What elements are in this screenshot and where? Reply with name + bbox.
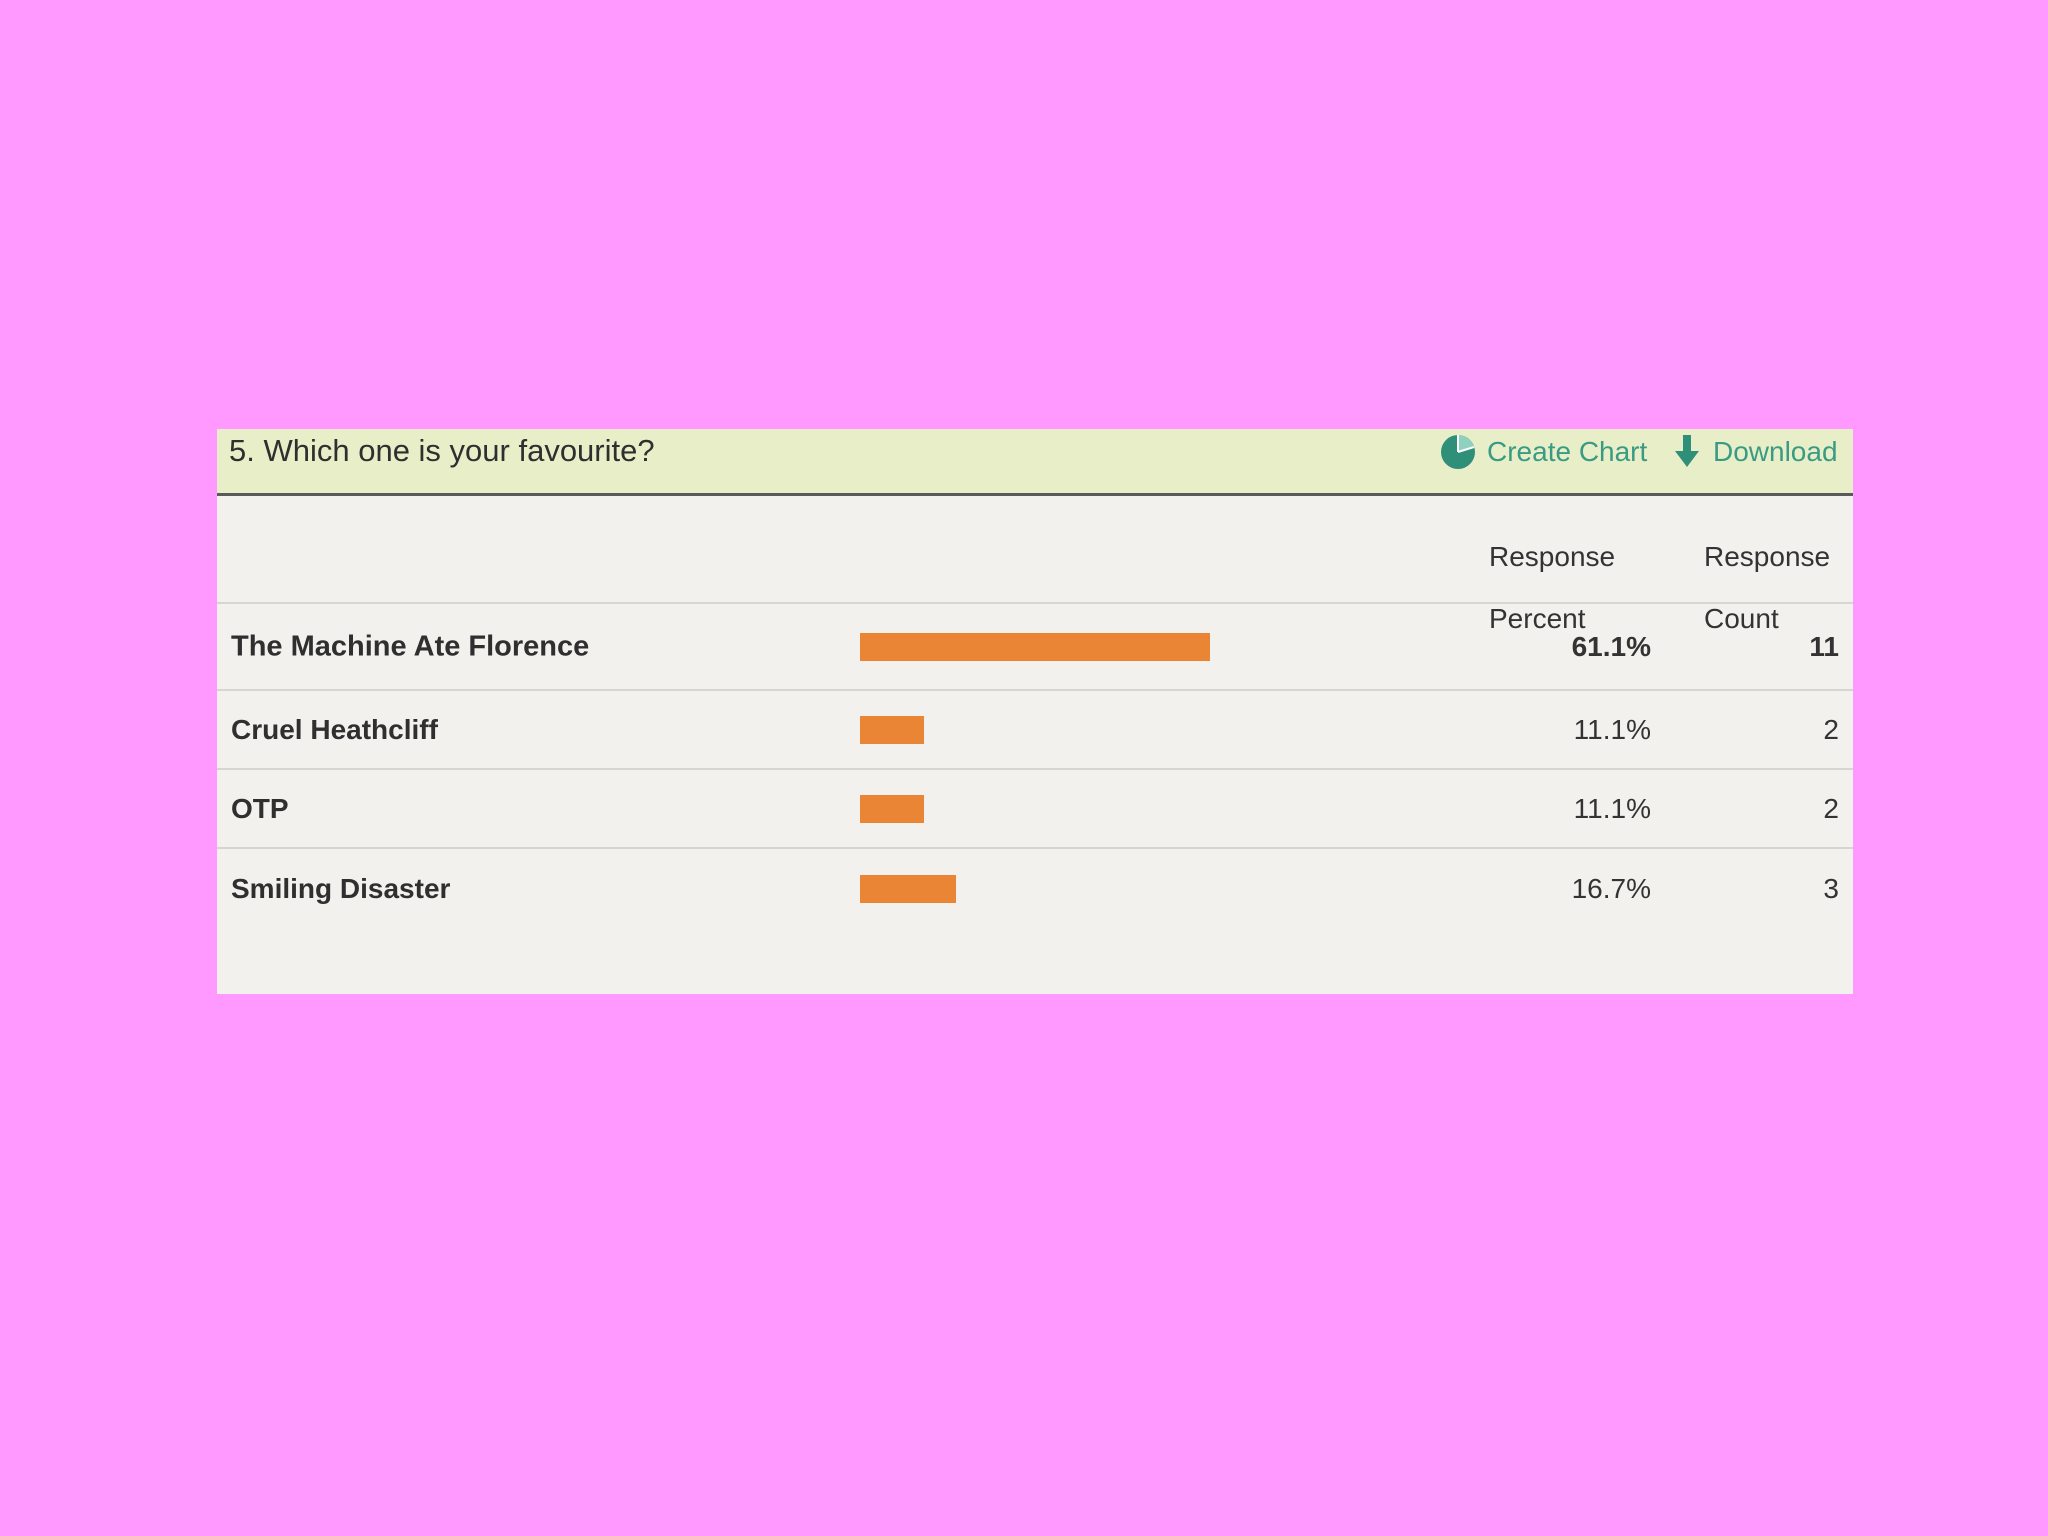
answer-row: The Machine Ate Florence 61.1% 11	[217, 604, 1853, 691]
response-bar-track	[860, 715, 1433, 744]
create-chart-label: Create Chart	[1487, 436, 1648, 467]
download-label: Download	[1713, 436, 1838, 467]
response-percent: 16.7%	[1571, 872, 1651, 904]
answer-row: OTP 11.1% 2	[217, 770, 1853, 849]
download-arrow-icon	[1671, 433, 1703, 471]
answer-rows: The Machine Ate Florence 61.1% 11 Cruel …	[217, 604, 1853, 928]
response-count: 2	[1823, 713, 1839, 745]
response-percent: 11.1%	[1573, 792, 1651, 824]
survey-question-panel: 5. Which one is your favourite? Create C…	[217, 429, 1853, 994]
answer-label: Smiling Disaster	[231, 872, 451, 904]
column-headers: Response Percent Response Count	[217, 496, 1853, 634]
response-percent-header: Response Percent	[1489, 541, 1616, 634]
response-bar-track	[860, 874, 1433, 903]
response-percent: 61.1%	[1571, 630, 1651, 662]
response-bar	[860, 874, 956, 903]
response-bar	[860, 794, 924, 823]
answer-row: Smiling Disaster 16.7% 3	[217, 849, 1853, 928]
response-bar	[860, 632, 1211, 661]
response-count: 3	[1823, 872, 1839, 904]
response-bar-track	[860, 632, 1433, 661]
response-count-header: Response Count	[1704, 541, 1831, 634]
answer-label: Cruel Heathcliff	[231, 713, 438, 745]
answer-label: OTP	[231, 792, 289, 824]
response-bar	[860, 715, 924, 744]
question-header: 5. Which one is your favourite? Create C…	[217, 429, 1853, 496]
response-bar-track	[860, 794, 1433, 823]
response-count: 11	[1809, 630, 1839, 662]
question-title: 5. Which one is your favourite?	[229, 433, 655, 468]
answer-row: Cruel Heathcliff 11.1% 2	[217, 691, 1853, 770]
create-chart-button[interactable]: Create Chart	[1439, 433, 1647, 471]
answer-label: The Machine Ate Florence	[231, 630, 590, 662]
pie-chart-icon	[1439, 433, 1477, 471]
response-percent: 11.1%	[1573, 713, 1651, 745]
download-button[interactable]: Download	[1671, 433, 1838, 471]
response-count: 2	[1823, 792, 1839, 824]
